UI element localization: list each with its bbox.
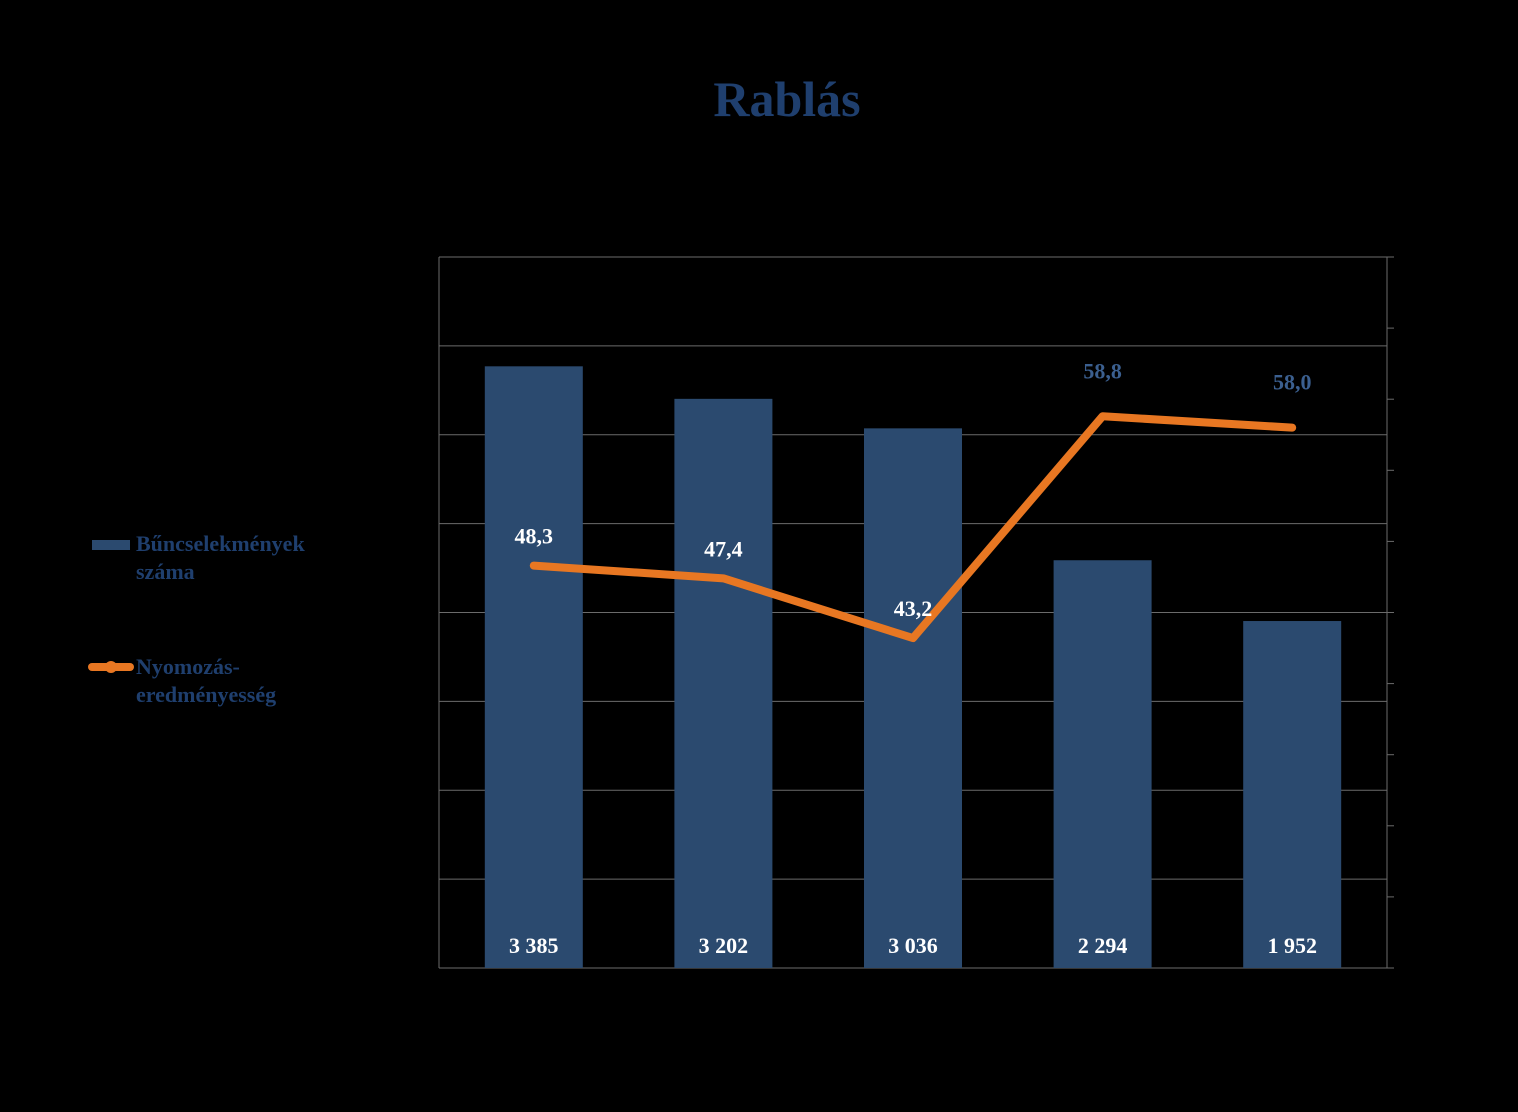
line-value-label: 48,3	[515, 524, 554, 549]
bar	[864, 428, 962, 968]
bar-value-label: 3 202	[699, 933, 749, 958]
bar	[674, 398, 773, 969]
legend-item-bars[interactable]: Bűncselekmények száma	[92, 530, 372, 586]
bar-value-label: 3 385	[509, 933, 559, 958]
line-value-label: 47,4	[704, 536, 743, 561]
bar-value-label: 1 952	[1267, 933, 1317, 958]
legend-bars-label-2: száma	[136, 559, 195, 584]
bar	[1243, 621, 1342, 968]
legend: Bűncselekmények száma Nyomozás- eredmény…	[88, 530, 372, 709]
legend-line-label-2: eredményesség	[136, 682, 277, 707]
line-path	[529, 412, 1297, 643]
bar	[484, 366, 583, 968]
bar-series	[484, 366, 1342, 969]
line-series	[529, 412, 1297, 643]
legend-bar-swatch	[92, 540, 130, 550]
legend-bars-label-1: Bűncselekmények	[136, 531, 305, 556]
bar	[1053, 560, 1152, 968]
line-value-label: 58,8	[1083, 358, 1122, 383]
bar-value-label: 2 294	[1078, 933, 1128, 958]
line-value-label: 58,0	[1273, 370, 1312, 395]
legend-line-swatch	[88, 661, 134, 673]
chart-title: Rablás	[713, 71, 861, 127]
line-value-label: 43,2	[894, 596, 933, 621]
data-labels: 3 385 3 202 3 036 2 294 1 952 48,3 47,4 43,2 58,…	[509, 358, 1317, 958]
bar-value-label: 3 036	[888, 933, 938, 958]
legend-item-line[interactable]: Nyomozás- eredményesség	[88, 653, 372, 709]
legend-line-label-1: Nyomozás-	[136, 654, 240, 679]
